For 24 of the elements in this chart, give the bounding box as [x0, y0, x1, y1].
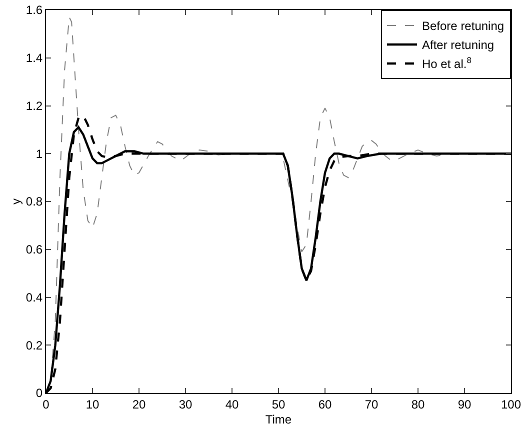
x-tick-label: 80 — [411, 397, 425, 412]
legend-label: Ho et al.$^{8}$ — [422, 55, 472, 72]
y-tick-label: 1.4 — [26, 51, 43, 66]
legend-label: After retuning — [422, 38, 494, 52]
x-tick-label: 100 — [500, 397, 522, 412]
y-tick-label: 0 — [36, 386, 43, 400]
y-tick-label: 1 — [36, 146, 43, 161]
y-tick-label: 1.6 — [26, 3, 43, 18]
y-tick-label: 0.8 — [26, 194, 43, 209]
y-axis-title: y — [9, 198, 24, 204]
y-tick-label: 0.2 — [26, 338, 43, 352]
x-tick-label: 20 — [132, 397, 146, 412]
x-tick-label: 30 — [178, 397, 192, 412]
x-tick-label: 50 — [272, 397, 286, 412]
x-tick-label: 40 — [225, 397, 239, 412]
x-tick-label: 90 — [458, 397, 472, 412]
x-tick-label: 10 — [86, 397, 100, 412]
x-tick-label: 70 — [364, 397, 378, 412]
x-tick-label: 60 — [318, 397, 332, 412]
legend-label: Before retuning — [422, 19, 504, 34]
x-axis-title: Time — [265, 412, 292, 426]
y-tick-label: 0.4 — [26, 290, 43, 304]
y-tick-label: 0.6 — [26, 242, 43, 257]
y-tick-label: 1.2 — [26, 98, 43, 113]
